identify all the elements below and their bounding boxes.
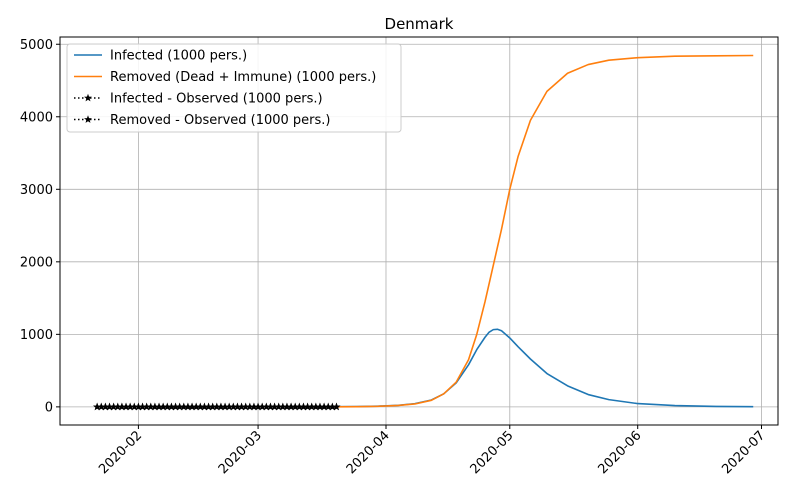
legend-label: Infected - Observed (1000 pers.) [110, 92, 323, 107]
data-point-star [278, 402, 287, 411]
series-line-1 [336, 54, 754, 408]
data-point-star [188, 402, 197, 411]
y-tick-label: 2000 [20, 255, 53, 270]
legend: Infected (1000 pers.) Removed (Dead + Imm… [66, 43, 402, 133]
data-point-star [93, 402, 102, 411]
data-point-star [233, 402, 242, 411]
data-point-star [311, 402, 320, 411]
data-point-star [258, 402, 267, 411]
data-point-star [332, 402, 341, 411]
data-point-star [254, 402, 263, 411]
data-point-star [167, 402, 176, 411]
data-point-star [299, 402, 308, 411]
data-point-star [159, 402, 168, 411]
data-point-star [97, 402, 106, 411]
data-point-star [229, 402, 238, 411]
data-point-star [328, 402, 337, 411]
data-point-star [237, 402, 246, 411]
data-point-star [105, 402, 114, 411]
legend-box [66, 43, 402, 133]
data-point-star [241, 402, 250, 411]
data-point-star [117, 402, 126, 411]
data-point-star [134, 402, 143, 411]
data-point-star [163, 402, 172, 411]
data-point-star [122, 402, 131, 411]
data-point-star [274, 402, 283, 411]
data-point-star [183, 402, 192, 411]
data-point-star [221, 402, 230, 411]
series-layer [93, 54, 754, 411]
data-point-star [245, 402, 254, 411]
data-point-star [138, 402, 147, 411]
data-point-star [192, 402, 201, 411]
data-point-star [270, 402, 279, 411]
data-point-star [291, 402, 300, 411]
data-point-star [225, 402, 234, 411]
data-point-star [287, 402, 296, 411]
data-point-star [130, 402, 139, 411]
data-point-star [109, 402, 118, 411]
data-point-star [200, 402, 209, 411]
y-tick-label: 4000 [20, 110, 53, 125]
data-point-star [101, 402, 110, 411]
data-point-star [303, 402, 312, 411]
data-point-star [208, 402, 217, 411]
data-point-star [307, 402, 316, 411]
data-point-star [196, 402, 205, 411]
data-point-star [282, 402, 291, 411]
chart-title: Denmark [385, 15, 454, 33]
data-point-star [113, 402, 122, 411]
data-point-star [320, 402, 329, 411]
legend-label: Removed (Dead + Immune) (1000 pers.) [110, 70, 376, 85]
data-point-star [126, 402, 135, 411]
data-point-star [175, 402, 184, 411]
data-point-star [155, 402, 164, 411]
data-point-star [146, 402, 155, 411]
legend-swatch-star [84, 115, 92, 123]
y-tick-label: 3000 [20, 183, 53, 198]
data-point-star [212, 402, 221, 411]
data-point-star [266, 402, 275, 411]
y-tick-label: 5000 [20, 38, 53, 53]
legend-label: Removed - Observed (1000 pers.) [110, 113, 331, 128]
legend-label: Infected (1000 pers.) [110, 49, 247, 64]
y-tick-label: 0 [45, 400, 53, 415]
data-point-star [216, 402, 225, 411]
data-point-star [262, 402, 271, 411]
data-point-star [295, 402, 304, 411]
data-point-star [142, 402, 151, 411]
data-point-star [150, 402, 159, 411]
y-tick-label: 1000 [20, 328, 53, 343]
data-point-star [171, 402, 180, 411]
data-point-star [315, 402, 324, 411]
legend-swatch-star [84, 93, 92, 102]
data-point-star [249, 402, 258, 411]
plot-frame [59, 36, 779, 426]
data-point-star [204, 402, 213, 411]
data-point-star [324, 402, 333, 411]
data-point-star [179, 402, 188, 411]
